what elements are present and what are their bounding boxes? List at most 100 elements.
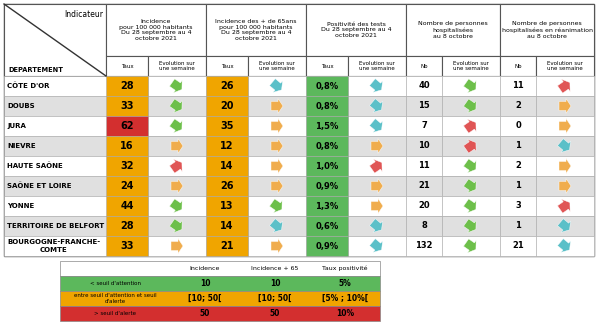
Bar [106,236,148,256]
Text: 62: 62 [120,121,134,131]
Text: Incidence
pour 100 000 habitants
Du 28 septembre au 4
octobre 2021: Incidence pour 100 000 habitants Du 28 s… [119,19,193,41]
Polygon shape [557,239,571,252]
Text: Taux positivité: Taux positivité [322,266,368,271]
Text: 44: 44 [120,201,134,211]
Text: 26: 26 [220,81,234,91]
Polygon shape [464,159,476,173]
Bar [500,116,536,136]
Text: [5% ; 10%[: [5% ; 10%[ [322,294,368,303]
Bar [500,136,536,156]
Text: Evolution sur
une semaine: Evolution sur une semaine [259,61,295,71]
Bar [106,216,148,236]
Polygon shape [370,79,383,92]
Bar [442,56,500,76]
Polygon shape [170,159,182,173]
Bar [248,196,306,216]
Bar [4,4,106,76]
Polygon shape [269,79,283,92]
Polygon shape [464,199,476,213]
Bar [4,196,594,216]
Text: 0: 0 [515,121,521,131]
Bar [500,196,536,216]
Bar [500,216,536,236]
Bar [406,216,442,236]
Text: 28: 28 [120,81,134,91]
Bar [248,216,306,236]
Bar [536,136,594,156]
Text: 33: 33 [120,101,134,111]
Text: YONNE: YONNE [7,203,34,209]
Bar [536,216,594,236]
Polygon shape [171,179,183,193]
Bar [148,216,206,236]
Bar [348,56,406,76]
Polygon shape [464,99,476,113]
Text: SAÔNE ET LOIRE: SAÔNE ET LOIRE [7,183,71,189]
Text: 21: 21 [512,241,524,250]
Bar [348,176,406,196]
Text: 1: 1 [515,182,521,190]
Bar [348,136,406,156]
Bar [500,4,594,56]
Polygon shape [464,119,476,133]
Text: Nb: Nb [420,63,428,68]
Bar [306,196,348,216]
Bar [248,56,306,76]
Text: Evolution sur
une semaine: Evolution sur une semaine [159,61,195,71]
Bar [406,236,442,256]
Text: TERRITOIRE DE BELFORT: TERRITOIRE DE BELFORT [7,223,104,229]
Text: 28: 28 [120,221,134,231]
Bar [248,156,306,176]
Text: 33: 33 [120,241,134,251]
Text: 12: 12 [220,141,234,151]
Text: 0,9%: 0,9% [316,241,338,250]
Bar [406,136,442,156]
Polygon shape [271,239,283,254]
Text: Incidence des + de 65ans
pour 100 000 habitants
Du 28 septembre au 4
octobre 202: Incidence des + de 65ans pour 100 000 ha… [215,19,297,41]
Bar [442,216,500,236]
Text: 16: 16 [120,141,134,151]
Text: Nombre de personnes
hospitalisées
au 8 octobre: Nombre de personnes hospitalisées au 8 o… [418,21,488,38]
Bar [148,56,206,76]
Bar [106,116,148,136]
Bar [536,236,594,256]
Bar [348,96,406,116]
Bar [348,196,406,216]
Bar [4,96,594,116]
Text: DOUBS: DOUBS [7,103,35,109]
Bar [248,236,306,256]
Polygon shape [464,79,476,93]
Text: 0,8%: 0,8% [316,141,338,150]
Bar [148,116,206,136]
Polygon shape [464,179,476,193]
Bar [106,136,148,156]
Text: Evolution sur
une semaine: Evolution sur une semaine [359,61,395,71]
Bar [60,291,380,306]
Bar [60,261,380,276]
Polygon shape [271,98,283,114]
Text: BOURGOGNE-FRANCHE-
COMTE: BOURGOGNE-FRANCHE- COMTE [7,240,100,252]
Bar [4,76,594,96]
Text: 24: 24 [120,181,134,191]
Bar [4,156,594,176]
Text: 40: 40 [418,82,430,90]
Bar [148,176,206,196]
Bar [442,76,500,96]
Polygon shape [370,119,383,132]
Polygon shape [370,239,383,252]
Bar [206,176,248,196]
Bar [206,136,248,156]
Bar [106,176,148,196]
Text: 14: 14 [220,221,234,231]
Bar [206,156,248,176]
Bar [442,136,500,156]
Text: 1: 1 [515,141,521,150]
Bar [206,4,306,56]
Bar [536,116,594,136]
Polygon shape [370,159,382,173]
Text: 10: 10 [200,279,210,288]
Bar [348,76,406,96]
Bar [106,76,148,96]
Polygon shape [269,199,282,213]
Text: HAUTE SAÔNE: HAUTE SAÔNE [7,163,63,169]
